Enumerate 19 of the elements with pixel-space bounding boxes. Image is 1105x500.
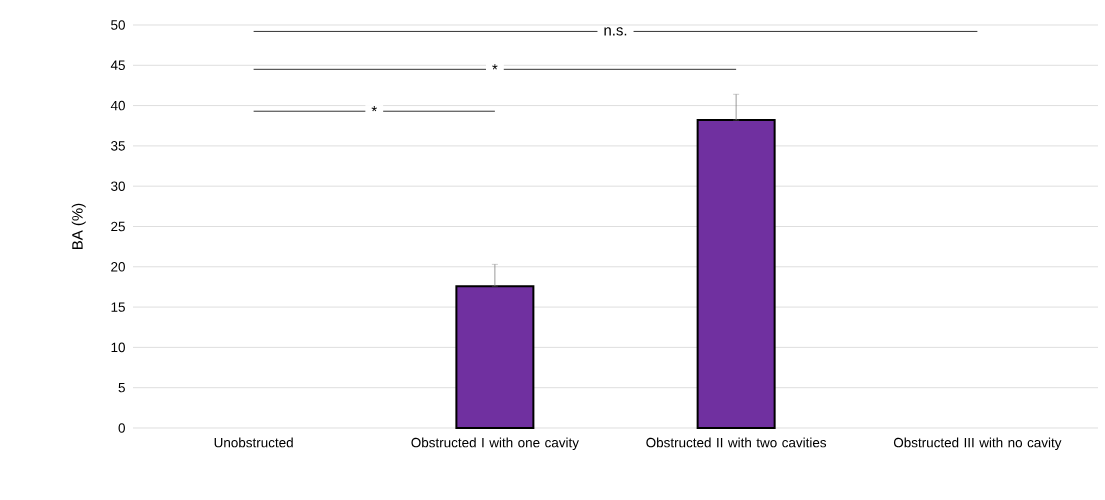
y-tick-label: 25 xyxy=(111,221,125,232)
x-tick-label: Obstructed I with one cavity xyxy=(411,437,579,451)
y-tick-label: 35 xyxy=(111,141,125,151)
y-tick-label: 5 xyxy=(118,383,125,393)
x-tick-label: Obstructed III with no cavity xyxy=(893,437,1062,451)
annotation: * xyxy=(492,64,498,70)
y-tick-label: 15 xyxy=(111,302,125,312)
annotation: * xyxy=(371,106,377,112)
y-axis-title: BA (%) xyxy=(71,203,86,249)
y-tick-label: 30 xyxy=(111,181,125,191)
annotation: n.s. xyxy=(604,27,627,36)
y-tick-label: 40 xyxy=(110,100,125,111)
y-tick-label: 50 xyxy=(111,20,125,30)
y-tick-label: 20 xyxy=(111,262,125,272)
y-tick-label: 10 xyxy=(111,342,125,353)
y-tick-label: 45 xyxy=(110,60,125,70)
y-tick-label: 0 xyxy=(118,423,125,433)
x-tick-label: Unobstructed xyxy=(214,437,293,448)
x-tick-label: Obstructed II with two cavities xyxy=(646,437,827,448)
